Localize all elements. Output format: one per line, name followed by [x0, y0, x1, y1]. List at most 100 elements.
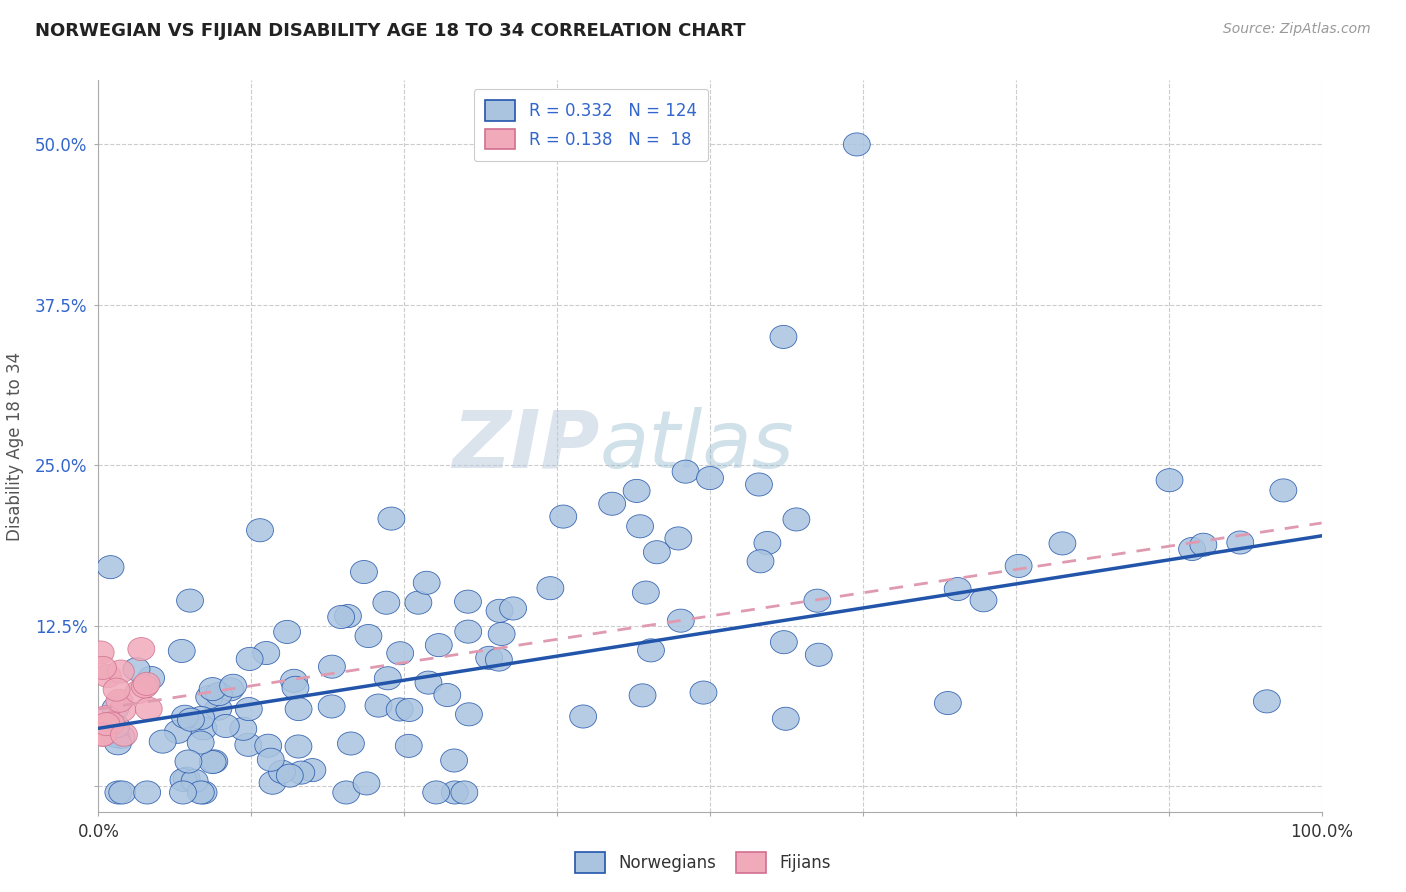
Ellipse shape — [1005, 555, 1032, 577]
Ellipse shape — [454, 591, 481, 613]
Ellipse shape — [668, 609, 695, 632]
Ellipse shape — [970, 589, 997, 612]
Ellipse shape — [770, 326, 797, 349]
Ellipse shape — [319, 655, 346, 678]
Ellipse shape — [475, 647, 502, 669]
Ellipse shape — [426, 633, 453, 657]
Ellipse shape — [288, 761, 315, 784]
Ellipse shape — [212, 714, 239, 738]
Ellipse shape — [550, 505, 576, 528]
Ellipse shape — [783, 508, 810, 531]
Ellipse shape — [134, 673, 160, 696]
Ellipse shape — [696, 467, 724, 490]
Ellipse shape — [415, 671, 441, 694]
Ellipse shape — [124, 657, 150, 681]
Ellipse shape — [804, 589, 831, 612]
Ellipse shape — [318, 695, 344, 718]
Ellipse shape — [637, 639, 665, 662]
Ellipse shape — [235, 698, 263, 721]
Ellipse shape — [387, 698, 413, 721]
Ellipse shape — [190, 780, 217, 804]
Ellipse shape — [188, 706, 215, 730]
Ellipse shape — [170, 768, 197, 791]
Ellipse shape — [441, 780, 468, 804]
Ellipse shape — [190, 717, 217, 740]
Ellipse shape — [285, 698, 312, 721]
Ellipse shape — [488, 623, 515, 646]
Ellipse shape — [89, 723, 117, 747]
Ellipse shape — [134, 780, 160, 804]
Ellipse shape — [1049, 532, 1076, 555]
Ellipse shape — [90, 723, 117, 747]
Ellipse shape — [350, 560, 377, 583]
Ellipse shape — [1253, 690, 1281, 713]
Text: Source: ZipAtlas.com: Source: ZipAtlas.com — [1223, 22, 1371, 37]
Ellipse shape — [333, 780, 360, 804]
Ellipse shape — [486, 599, 513, 623]
Ellipse shape — [274, 621, 301, 643]
Ellipse shape — [125, 681, 152, 704]
Ellipse shape — [423, 780, 450, 804]
Ellipse shape — [1227, 531, 1254, 554]
Ellipse shape — [103, 697, 129, 720]
Text: atlas: atlas — [600, 407, 794, 485]
Ellipse shape — [187, 731, 214, 754]
Ellipse shape — [413, 571, 440, 594]
Ellipse shape — [103, 678, 129, 701]
Ellipse shape — [187, 780, 214, 804]
Ellipse shape — [257, 748, 284, 772]
Ellipse shape — [434, 683, 461, 706]
Ellipse shape — [87, 641, 114, 664]
Ellipse shape — [672, 460, 699, 483]
Ellipse shape — [128, 638, 155, 661]
Ellipse shape — [335, 605, 361, 628]
Ellipse shape — [172, 706, 198, 728]
Ellipse shape — [456, 703, 482, 726]
Ellipse shape — [747, 549, 773, 573]
Ellipse shape — [217, 678, 243, 701]
Ellipse shape — [772, 707, 799, 731]
Ellipse shape — [93, 706, 120, 729]
Ellipse shape — [200, 678, 226, 700]
Ellipse shape — [259, 772, 285, 794]
Ellipse shape — [945, 577, 972, 600]
Ellipse shape — [599, 492, 626, 516]
Ellipse shape — [690, 681, 717, 704]
Ellipse shape — [105, 780, 132, 804]
Ellipse shape — [205, 697, 232, 720]
Ellipse shape — [283, 676, 309, 699]
Ellipse shape — [149, 730, 176, 753]
Ellipse shape — [131, 675, 157, 698]
Ellipse shape — [177, 589, 204, 612]
Ellipse shape — [269, 760, 295, 783]
Ellipse shape — [537, 576, 564, 599]
Ellipse shape — [644, 541, 671, 564]
Ellipse shape — [396, 698, 423, 722]
Text: ZIP: ZIP — [453, 407, 600, 485]
Ellipse shape — [205, 682, 232, 706]
Ellipse shape — [93, 713, 120, 736]
Ellipse shape — [108, 725, 135, 748]
Ellipse shape — [770, 631, 797, 654]
Ellipse shape — [354, 624, 382, 648]
Ellipse shape — [200, 750, 226, 773]
Ellipse shape — [169, 640, 195, 663]
Ellipse shape — [366, 694, 392, 717]
Ellipse shape — [623, 479, 650, 502]
Ellipse shape — [277, 764, 304, 787]
Ellipse shape — [387, 641, 413, 665]
Ellipse shape — [935, 691, 962, 714]
Ellipse shape — [235, 733, 262, 756]
Ellipse shape — [280, 669, 308, 692]
Ellipse shape — [440, 749, 468, 772]
Ellipse shape — [97, 556, 124, 579]
Ellipse shape — [806, 643, 832, 666]
Ellipse shape — [195, 686, 222, 708]
Text: NORWEGIAN VS FIJIAN DISABILITY AGE 18 TO 34 CORRELATION CHART: NORWEGIAN VS FIJIAN DISABILITY AGE 18 TO… — [35, 22, 745, 40]
Ellipse shape — [451, 780, 478, 804]
Ellipse shape — [285, 735, 312, 758]
Legend: Norwegians, Fijians: Norwegians, Fijians — [568, 846, 838, 880]
Ellipse shape — [105, 690, 134, 713]
Ellipse shape — [499, 597, 526, 620]
Ellipse shape — [1178, 538, 1205, 560]
